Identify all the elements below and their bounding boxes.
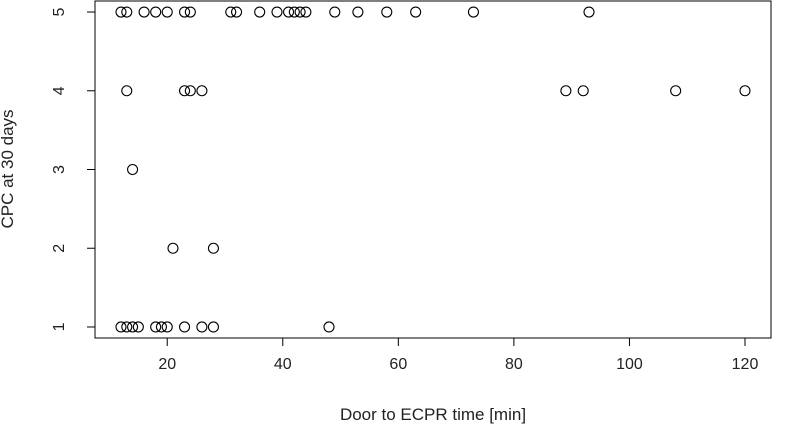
data-point	[560, 85, 572, 97]
data-point	[231, 6, 243, 18]
x-tick-label: 60	[389, 356, 407, 373]
y-tick-label: 1	[51, 322, 68, 331]
data-point	[207, 321, 219, 333]
data-point	[196, 321, 208, 333]
data-point	[207, 242, 219, 254]
data-point	[161, 6, 173, 18]
data-point	[121, 321, 133, 333]
y-tick-label: 4	[51, 86, 68, 95]
x-tick-label: 20	[158, 356, 176, 373]
data-point	[121, 85, 133, 97]
data-point	[150, 321, 162, 333]
data-point	[179, 85, 191, 97]
y-tick-label: 3	[51, 165, 68, 174]
data-point	[288, 6, 300, 18]
x-tick-label: 40	[274, 356, 292, 373]
data-point	[670, 85, 682, 97]
data-point	[132, 321, 144, 333]
y-tick-label: 2	[51, 244, 68, 253]
data-point	[184, 6, 196, 18]
x-tick-label: 100	[616, 356, 643, 373]
data-point	[329, 6, 341, 18]
data-point	[410, 6, 422, 18]
data-point	[283, 6, 295, 18]
x-axis: 20 40 60 80 100 120	[158, 337, 759, 373]
data-point	[155, 321, 167, 333]
y-axis: 1 2 3 4 5	[51, 7, 96, 331]
data-point	[115, 321, 127, 333]
data-point	[254, 6, 266, 18]
y-tick-label: 5	[51, 7, 68, 16]
data-point	[150, 6, 162, 18]
data-point	[161, 321, 173, 333]
data-point	[577, 85, 589, 97]
data-point	[138, 6, 150, 18]
data-point	[271, 6, 283, 18]
x-axis-title: Door to ECPR time [min]	[340, 405, 526, 424]
data-point	[294, 6, 306, 18]
data-point	[179, 6, 191, 18]
data-points	[115, 6, 751, 333]
data-point	[127, 163, 139, 176]
x-tick-label: 80	[505, 356, 523, 373]
data-point	[352, 6, 364, 18]
y-axis-title: CPC at 30 days	[0, 109, 17, 228]
data-point	[739, 85, 751, 97]
data-point	[179, 321, 191, 333]
data-point	[196, 85, 208, 97]
plot-frame	[94, 0, 772, 339]
data-point	[323, 321, 335, 333]
data-point	[225, 6, 237, 18]
x-tick-label: 120	[732, 356, 759, 373]
data-point	[184, 85, 196, 97]
data-point	[583, 6, 595, 18]
data-point	[167, 242, 179, 254]
data-point	[121, 6, 133, 18]
data-point	[381, 6, 393, 18]
data-point	[115, 6, 127, 18]
data-point	[467, 6, 479, 18]
data-point	[127, 321, 139, 333]
data-point	[300, 6, 312, 18]
